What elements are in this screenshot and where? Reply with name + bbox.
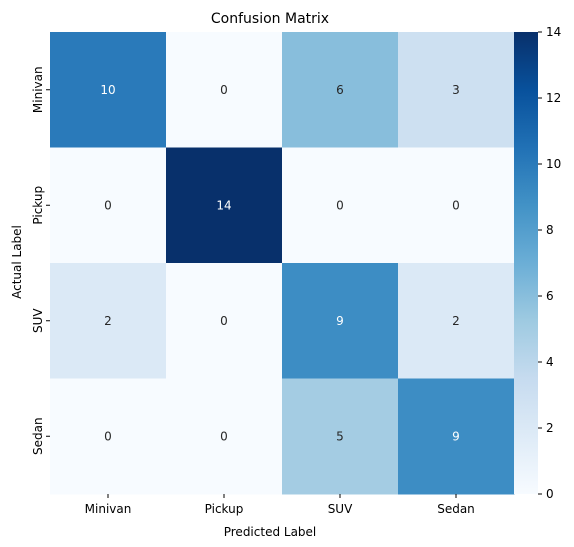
x-axis-ticks: Minivan Pickup SUV Sedan — [85, 494, 475, 516]
cell-value-label: 0 — [104, 198, 112, 212]
heatmap-cell — [398, 147, 515, 264]
cell-value-label: 10 — [100, 83, 115, 97]
cell-value-label: 0 — [104, 429, 112, 443]
cell-value-label: 6 — [336, 83, 344, 97]
heatmap-cell — [50, 32, 167, 148]
heatmap-cell — [50, 147, 167, 264]
colorbar-ticks: 0 2 4 6 8 10 12 14 — [538, 25, 561, 501]
colorbar-tick-label: 8 — [546, 223, 554, 237]
heatmap-cell — [166, 378, 283, 495]
cell-value-label: 9 — [452, 429, 460, 443]
y-tick-label: Minivan — [31, 66, 45, 113]
colorbar-tick-label: 0 — [546, 487, 554, 501]
heatmap-cell — [166, 32, 283, 148]
y-tick-label: Pickup — [31, 186, 45, 225]
colorbar-tick-label: 6 — [546, 289, 554, 303]
heatmap-cell — [398, 32, 515, 148]
heatmap-cell — [166, 147, 283, 264]
heatmap-cell — [282, 32, 399, 148]
colorbar-tick-label: 4 — [546, 355, 554, 369]
chart-title: Confusion Matrix — [211, 11, 329, 27]
x-axis-label: Predicted Label — [224, 525, 317, 539]
colorbar-tick-label: 14 — [546, 25, 561, 39]
heatmap-cell — [50, 378, 167, 495]
colorbar-tick-label: 12 — [546, 91, 561, 105]
heatmap-cell — [50, 263, 167, 379]
cell-value-label: 0 — [220, 314, 228, 328]
cell-value-label: 0 — [220, 429, 228, 443]
heatmap-cell — [398, 378, 515, 495]
colorbar-tick-label: 2 — [546, 421, 554, 435]
x-tick-label: Sedan — [437, 502, 475, 516]
heatmap-cell — [282, 378, 399, 495]
cell-value-label: 0 — [452, 198, 460, 212]
heatmap-cell — [398, 263, 515, 379]
colorbar-tick-label: 10 — [546, 157, 561, 171]
x-tick-label: SUV — [328, 502, 353, 516]
cell-value-label: 9 — [336, 314, 344, 328]
heatmap-cells: 10 0 6 3 0 14 0 0 2 0 9 2 0 0 5 9 — [50, 32, 515, 495]
y-tick-label: SUV — [31, 308, 45, 333]
cell-value-label: 2 — [104, 314, 112, 328]
cell-value-label: 2 — [452, 314, 460, 328]
cell-value-label: 5 — [336, 429, 344, 443]
cell-value-label: 0 — [220, 83, 228, 97]
heatmap-cell — [166, 263, 283, 379]
y-tick-label: Sedan — [31, 417, 45, 455]
heatmap-cell — [282, 147, 399, 264]
x-tick-label: Minivan — [85, 502, 132, 516]
cell-value-label: 0 — [336, 198, 344, 212]
colorbar — [514, 32, 538, 494]
y-axis-ticks: Minivan Pickup SUV Sedan — [31, 66, 50, 455]
cell-value-label: 14 — [216, 198, 231, 212]
x-tick-label: Pickup — [205, 502, 244, 516]
y-axis-label: Actual Label — [10, 225, 24, 299]
cell-value-label: 3 — [452, 83, 460, 97]
heatmap-cell — [282, 263, 399, 379]
